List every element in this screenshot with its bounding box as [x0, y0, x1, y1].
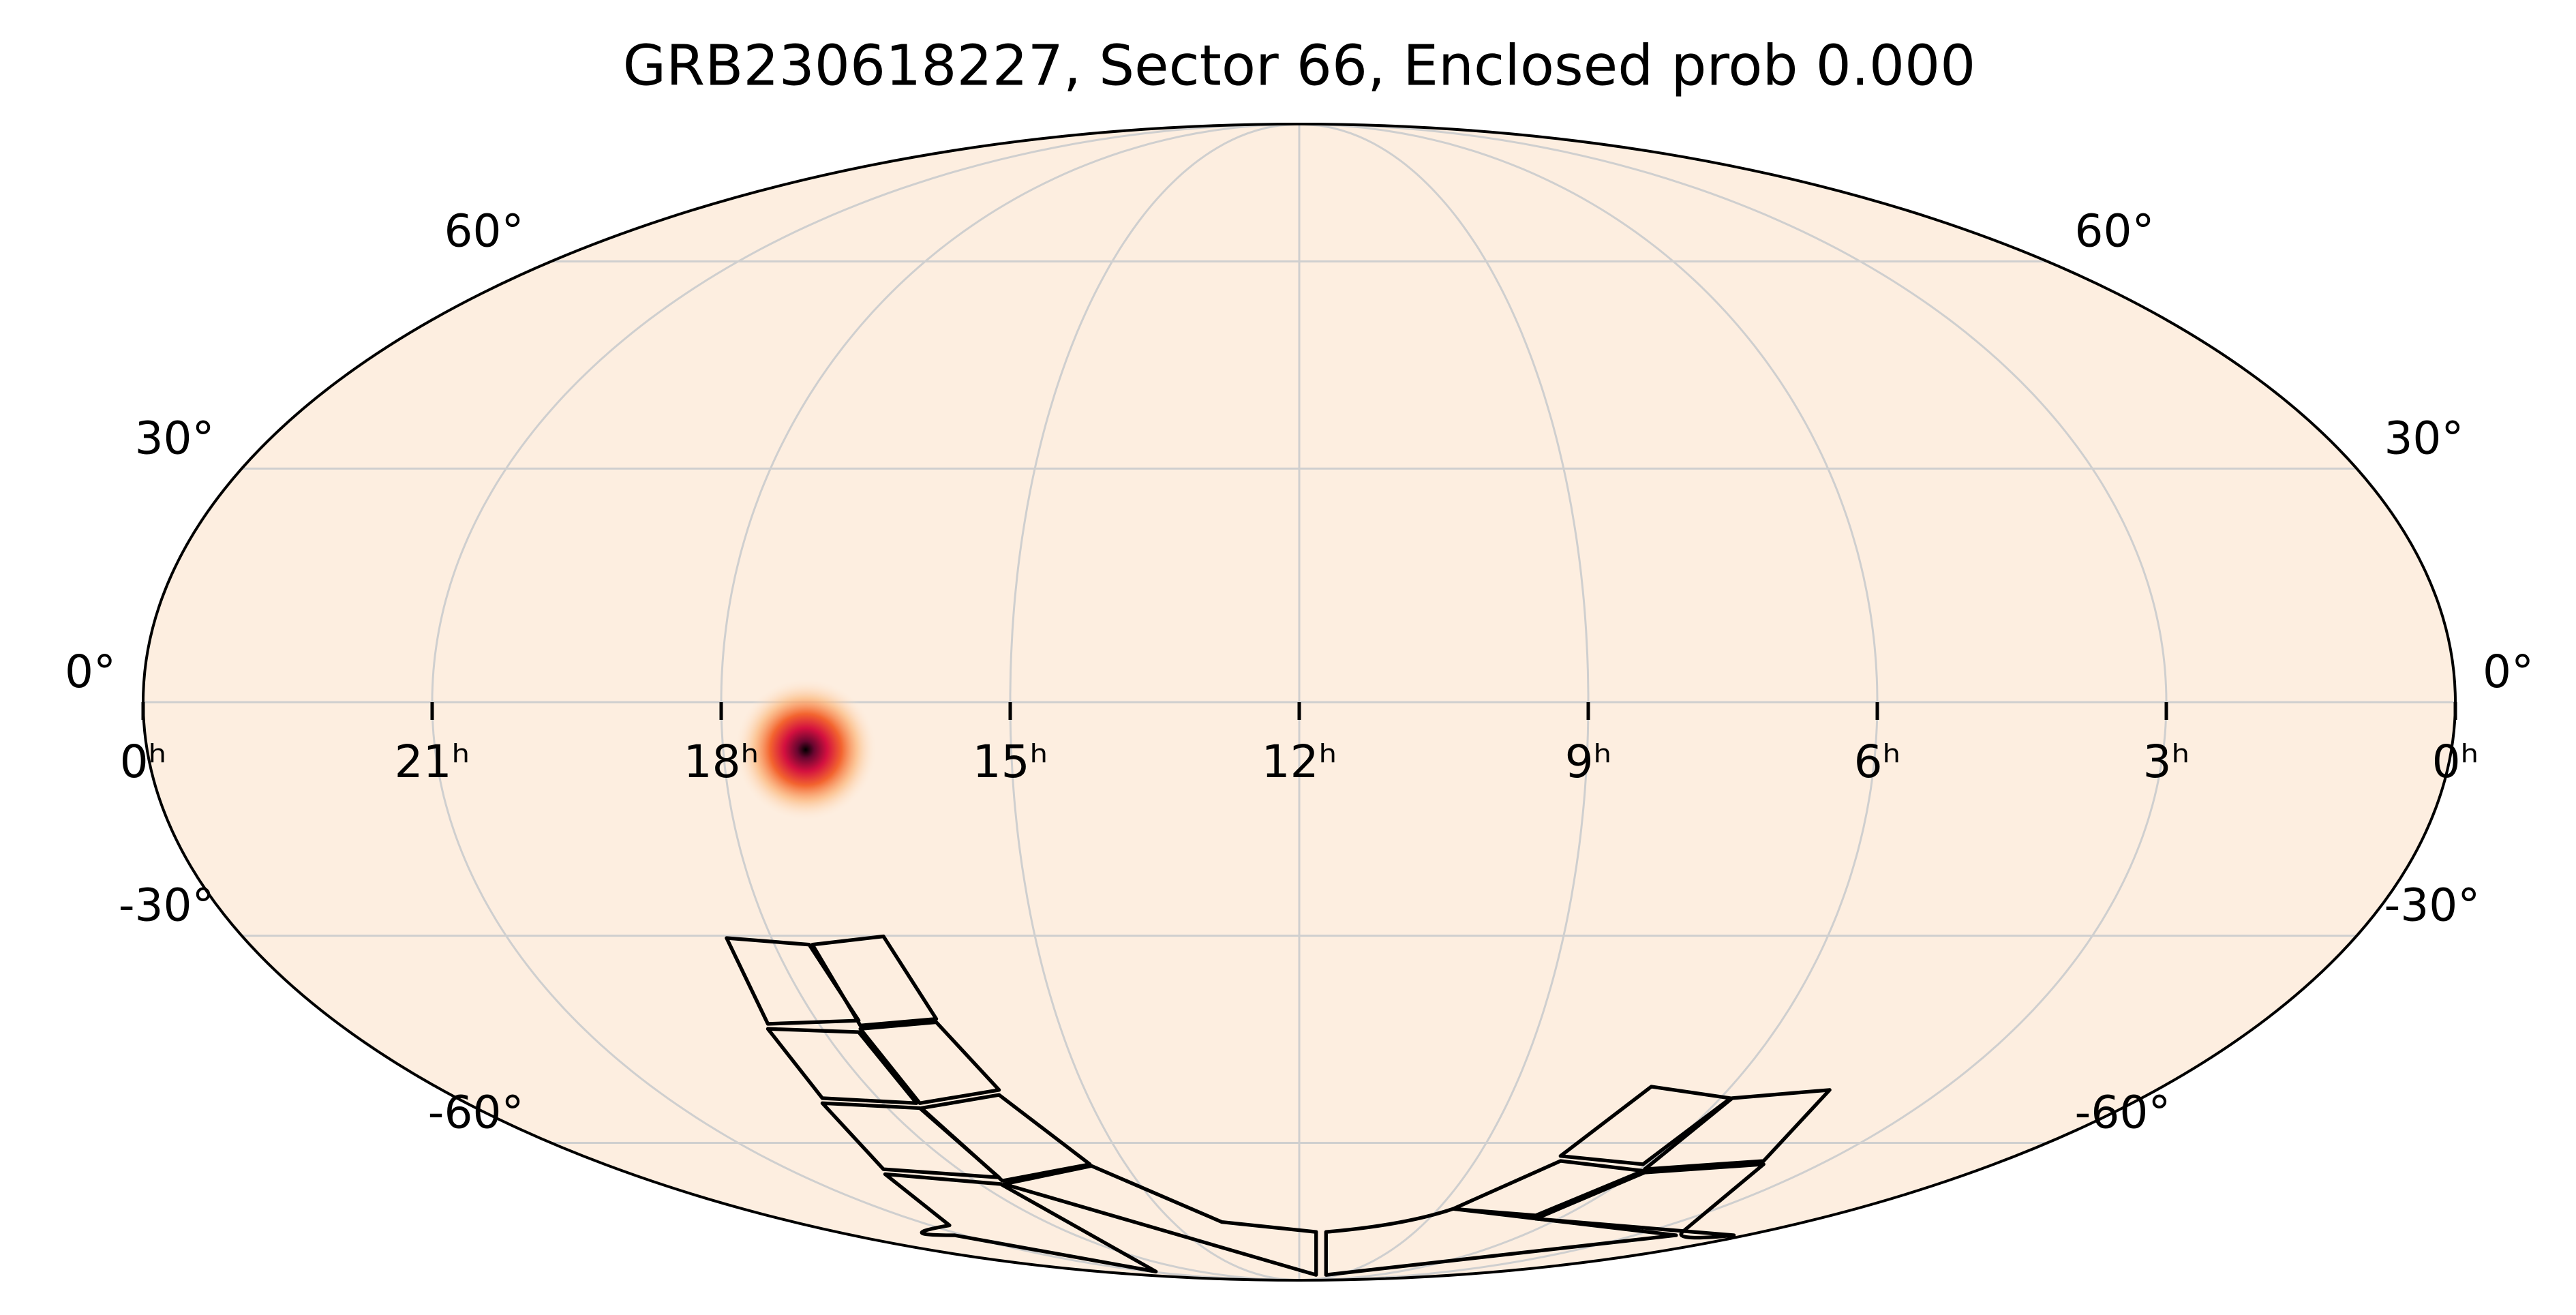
- ccd: [1558, 1085, 1733, 1166]
- x-tick-label: 0ʰ: [120, 736, 167, 788]
- y-tick-label: -30°: [2384, 879, 2480, 932]
- y-tick-label: -30°: [119, 879, 215, 932]
- ccd: [1643, 1088, 1832, 1171]
- ccd: [883, 1172, 1158, 1273]
- x-tick-label: 18ʰ: [684, 736, 759, 788]
- y-tick-label: 0°: [2483, 646, 2534, 698]
- ccd: [1002, 1164, 1318, 1277]
- x-tick-label: 3ʰ: [2143, 736, 2190, 788]
- chart-title: GRB230618227, Sector 66, Enclosed prob 0…: [623, 33, 1976, 98]
- y-tick-label: 0°: [65, 646, 116, 698]
- probability-peak: [734, 678, 878, 821]
- y-tick-label: 30°: [2384, 412, 2464, 464]
- x-tick-label: 15ʰ: [973, 736, 1048, 788]
- source: [734, 678, 878, 821]
- x-tick-label: 9ʰ: [1565, 736, 1612, 788]
- ccd: [1534, 1162, 1766, 1240]
- y-tick-label: 60°: [2075, 205, 2155, 258]
- y-tick-label: -60°: [428, 1087, 524, 1139]
- y-tick-label: 60°: [444, 205, 524, 258]
- y-tick-label: 30°: [135, 412, 215, 464]
- y-tick-label: -60°: [2075, 1087, 2171, 1139]
- x-tick-label: 12ʰ: [1262, 736, 1337, 788]
- x-tick-label: 6ʰ: [1854, 736, 1901, 788]
- ccd: [1451, 1159, 1646, 1218]
- x-tick-label: 21ʰ: [395, 736, 470, 788]
- footprint: [725, 934, 1832, 1277]
- ccd: [858, 1020, 1001, 1105]
- x-tick-label: 0ʰ: [2432, 736, 2479, 788]
- ccd: [810, 934, 939, 1028]
- ccd: [920, 1093, 1092, 1183]
- ccd: [766, 1027, 919, 1105]
